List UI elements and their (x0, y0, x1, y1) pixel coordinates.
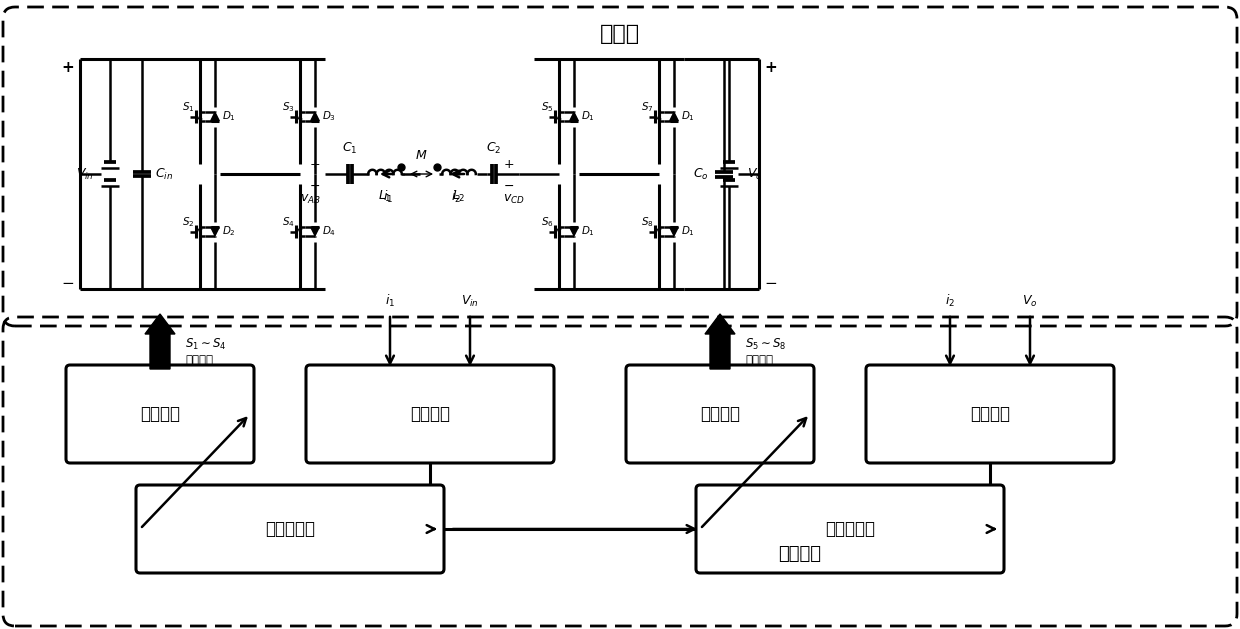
Text: $L_2$: $L_2$ (453, 189, 466, 204)
Text: $C_2$: $C_2$ (486, 141, 502, 156)
Text: +: + (503, 157, 515, 170)
Text: $i_2$: $i_2$ (451, 189, 461, 205)
Text: $v_{AB}$: $v_{AB}$ (300, 192, 320, 206)
Text: $S_1$: $S_1$ (182, 100, 195, 114)
Text: $M$: $M$ (415, 149, 428, 162)
Text: $V_o$: $V_o$ (1022, 294, 1038, 309)
Text: 采样电路: 采样电路 (410, 405, 450, 423)
Text: $i_2$: $i_2$ (945, 293, 955, 309)
Text: 驱动电路: 驱动电路 (701, 405, 740, 423)
Text: $D_1$: $D_1$ (582, 225, 595, 238)
Text: $i_1$: $i_1$ (384, 293, 396, 309)
Text: $-$: $-$ (764, 274, 777, 289)
Text: $S_8$: $S_8$ (641, 215, 653, 229)
Text: 驱动电路: 驱动电路 (140, 405, 180, 423)
Text: +: + (765, 60, 777, 74)
Text: $S_5$: $S_5$ (541, 100, 553, 114)
Polygon shape (670, 227, 678, 236)
Text: $S_2$: $S_2$ (182, 215, 195, 229)
Text: 原边控制器: 原边控制器 (265, 520, 315, 538)
Text: $v_{CD}$: $v_{CD}$ (503, 192, 525, 206)
Text: $V_o$: $V_o$ (746, 167, 763, 182)
Text: 驱动信号: 驱动信号 (745, 355, 773, 367)
FancyBboxPatch shape (696, 485, 1004, 573)
FancyBboxPatch shape (306, 365, 554, 463)
FancyBboxPatch shape (626, 365, 813, 463)
Text: 驱动信号: 驱动信号 (185, 355, 213, 367)
Text: $S_4$: $S_4$ (281, 215, 294, 229)
Text: 副边控制器: 副边控制器 (825, 520, 875, 538)
Text: $S_6$: $S_6$ (541, 215, 553, 229)
Polygon shape (670, 113, 678, 121)
FancyArrow shape (145, 314, 175, 369)
Text: $S_7$: $S_7$ (641, 100, 653, 114)
Text: $S_1 \sim S_4$: $S_1 \sim S_4$ (185, 337, 227, 352)
Polygon shape (570, 227, 578, 236)
Polygon shape (211, 227, 219, 236)
Text: $D_1$: $D_1$ (222, 109, 236, 123)
Text: $D_1$: $D_1$ (681, 225, 694, 238)
Text: $-$: $-$ (503, 179, 515, 191)
Text: 主电路: 主电路 (600, 24, 640, 44)
Text: $V_{in}$: $V_{in}$ (76, 167, 94, 182)
Text: $-$: $-$ (310, 179, 321, 191)
Polygon shape (311, 227, 319, 236)
Polygon shape (311, 113, 319, 121)
FancyBboxPatch shape (866, 365, 1114, 463)
Text: $C_1$: $C_1$ (342, 141, 357, 156)
Text: +: + (62, 60, 74, 74)
Text: $D_2$: $D_2$ (222, 225, 236, 238)
FancyBboxPatch shape (136, 485, 444, 573)
Text: $C_{in}$: $C_{in}$ (155, 167, 174, 182)
Text: 控制电路: 控制电路 (779, 545, 821, 563)
Text: +: + (310, 157, 320, 170)
Text: $V_{in}$: $V_{in}$ (461, 294, 479, 309)
Text: 采样电路: 采样电路 (970, 405, 1011, 423)
Text: $S_5 \sim S_8$: $S_5 \sim S_8$ (745, 337, 786, 352)
FancyArrow shape (706, 314, 735, 369)
Text: $D_1$: $D_1$ (681, 109, 694, 123)
Text: $D_4$: $D_4$ (322, 225, 336, 238)
Text: $D_3$: $D_3$ (322, 109, 336, 123)
FancyBboxPatch shape (66, 365, 254, 463)
Text: $-$: $-$ (62, 274, 74, 289)
Text: $L_1$: $L_1$ (378, 189, 392, 204)
Text: $S_3$: $S_3$ (281, 100, 294, 114)
Text: $D_1$: $D_1$ (582, 109, 595, 123)
Polygon shape (570, 113, 578, 121)
Text: $i_1$: $i_1$ (383, 189, 393, 205)
Text: $C_o$: $C_o$ (693, 167, 709, 182)
Polygon shape (211, 113, 219, 121)
